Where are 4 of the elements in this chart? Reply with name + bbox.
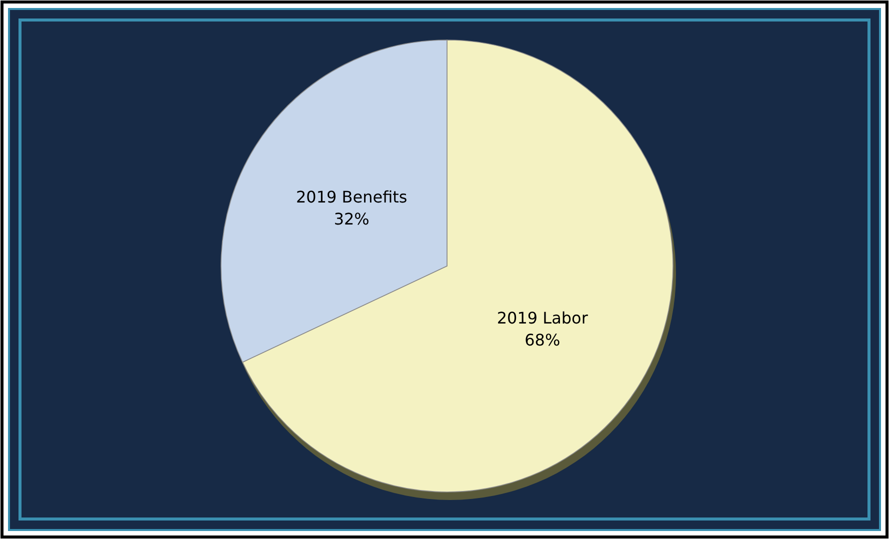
data-label: 32% — [334, 210, 370, 229]
data-label: 68% — [524, 330, 560, 350]
slice-label: 2019 Benefits — [296, 187, 408, 206]
slice-label: 2019 Labor — [496, 308, 588, 328]
